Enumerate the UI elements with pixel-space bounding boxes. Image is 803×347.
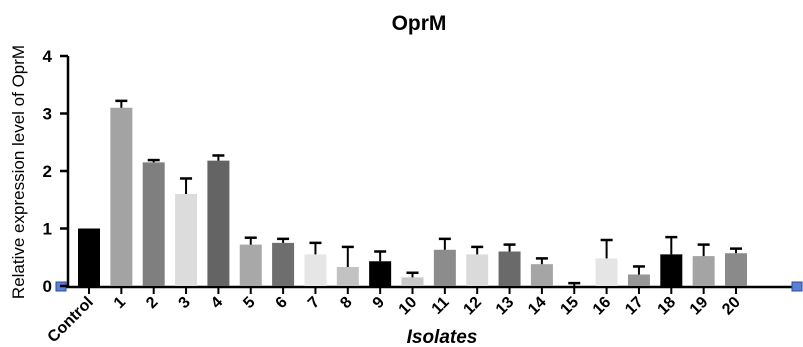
- x-tick-label-19: 19: [687, 294, 712, 319]
- bar-12: [466, 254, 489, 286]
- x-tick-label-14: 14: [525, 294, 550, 319]
- bar-1: [110, 107, 133, 286]
- bar-17: [627, 274, 650, 286]
- x-tick-label-18: 18: [655, 294, 680, 319]
- x-tick-label-20: 20: [719, 294, 744, 319]
- x-tick-label-6: 6: [273, 294, 291, 312]
- chart-title: OprM: [392, 12, 447, 35]
- x-tick-label-5: 5: [240, 294, 258, 312]
- x-tick-label-9: 9: [370, 294, 388, 312]
- bar-14: [530, 264, 553, 286]
- bar-19: [692, 256, 715, 286]
- x-axis-label: Isolates: [407, 327, 478, 347]
- x-tick-label-2: 2: [143, 294, 161, 312]
- x-tick-label-15: 15: [557, 294, 582, 319]
- y-tick-label: 3: [43, 105, 52, 124]
- y-tick-label: 0: [43, 277, 52, 296]
- bar-10: [401, 277, 424, 286]
- bar-Control: [78, 228, 100, 286]
- x-tick-label-10: 10: [396, 294, 421, 319]
- bar-9: [369, 261, 392, 286]
- bar-3: [175, 194, 198, 286]
- bar-4: [207, 160, 230, 286]
- bar-16: [595, 258, 618, 286]
- x-tick-label-7: 7: [305, 294, 323, 312]
- y-axis-ticks: 0 1 2 3 4: [43, 47, 68, 296]
- bars-group: [78, 99, 747, 286]
- x-tick-label-11: 11: [429, 294, 453, 318]
- y-axis-label: Relative expression level of OprM: [9, 45, 28, 299]
- x-tick-label-12: 12: [460, 294, 485, 319]
- y-tick-label: 1: [43, 220, 52, 239]
- x-tick-label-8: 8: [337, 294, 355, 312]
- x-tick-label-3: 3: [176, 294, 194, 312]
- x-axis-right-handle[interactable]: [791, 281, 803, 292]
- bar-6: [272, 242, 295, 286]
- x-axis-ticks: Control 1 2 3 4 5 6 7 8 9 10 11 12 13 14 15 16 17 18 19 20: [45, 287, 744, 346]
- bar-7: [304, 254, 327, 286]
- bar-2: [142, 162, 165, 286]
- x-tick-label-13: 13: [493, 294, 518, 319]
- y-tick-label: 4: [43, 47, 53, 66]
- bar-8: [336, 267, 359, 286]
- x-tick-label-Control: Control: [45, 294, 97, 346]
- bar-5: [239, 244, 262, 286]
- bar-11: [433, 249, 456, 286]
- y-tick-label: 2: [43, 162, 52, 181]
- bar-13: [498, 251, 521, 286]
- x-tick-label-16: 16: [590, 294, 615, 319]
- bar-20: [725, 253, 747, 286]
- bar-18: [660, 254, 683, 286]
- x-tick-label-17: 17: [622, 294, 647, 319]
- x-tick-label-1: 1: [111, 294, 129, 312]
- x-tick-label-4: 4: [208, 294, 226, 312]
